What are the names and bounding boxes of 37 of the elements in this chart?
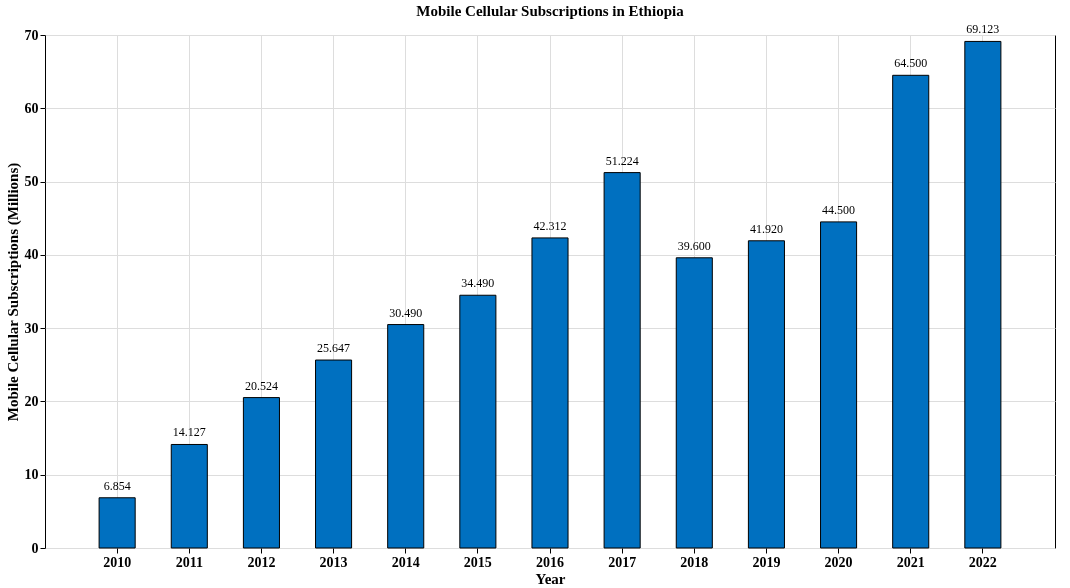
data-label: 44.500: [822, 202, 856, 217]
y-axis-title: Mobile Cellular Subscriptions (Millions): [4, 162, 22, 422]
x-tick-label: 2022: [968, 554, 997, 570]
data-label: 6.854: [103, 478, 131, 493]
data-label: 39.600: [677, 238, 711, 253]
data-label: 20.524: [244, 378, 278, 393]
x-tick-label: 2018: [680, 554, 709, 570]
data-label: 69.123: [966, 22, 1000, 37]
x-tick-label: 2015: [463, 554, 492, 570]
data-label: 64.500: [894, 56, 928, 71]
x-tick-label: 2016: [536, 554, 564, 570]
data-label: 14.127: [172, 425, 206, 440]
x-axis-title: Year: [535, 570, 566, 587]
x-tick-label: 2011: [175, 554, 203, 570]
data-label: 42.312: [533, 218, 567, 233]
y-tick-label: 70: [24, 27, 39, 43]
data-label: 34.490: [461, 276, 495, 291]
y-tick-label: 0: [31, 540, 39, 556]
data-label: 30.490: [389, 305, 423, 320]
x-tick-label: 2010: [103, 554, 132, 570]
x-tick-label: 2019: [752, 554, 781, 570]
x-tick-label: 2017: [608, 554, 637, 570]
y-tick-label: 50: [24, 174, 39, 190]
y-tick-label: 60: [24, 100, 39, 116]
y-tick-label: 30: [24, 320, 39, 336]
y-tick-label: 40: [24, 247, 39, 263]
y-tick-label: 10: [24, 467, 39, 483]
data-label: 41.920: [749, 221, 783, 236]
y-tick-label: 20: [24, 393, 39, 409]
x-tick-label: 2020: [824, 554, 853, 570]
data-label: 51.224: [605, 153, 639, 168]
x-tick-label: 2014: [391, 554, 420, 570]
x-tick-label: 2021: [896, 554, 925, 570]
x-tick-label: 2013: [319, 554, 348, 570]
chart-title: Mobile Cellular Subscriptions in Ethiopia: [416, 3, 685, 20]
x-tick-label: 2012: [247, 554, 276, 570]
data-label: 25.647: [317, 341, 351, 356]
